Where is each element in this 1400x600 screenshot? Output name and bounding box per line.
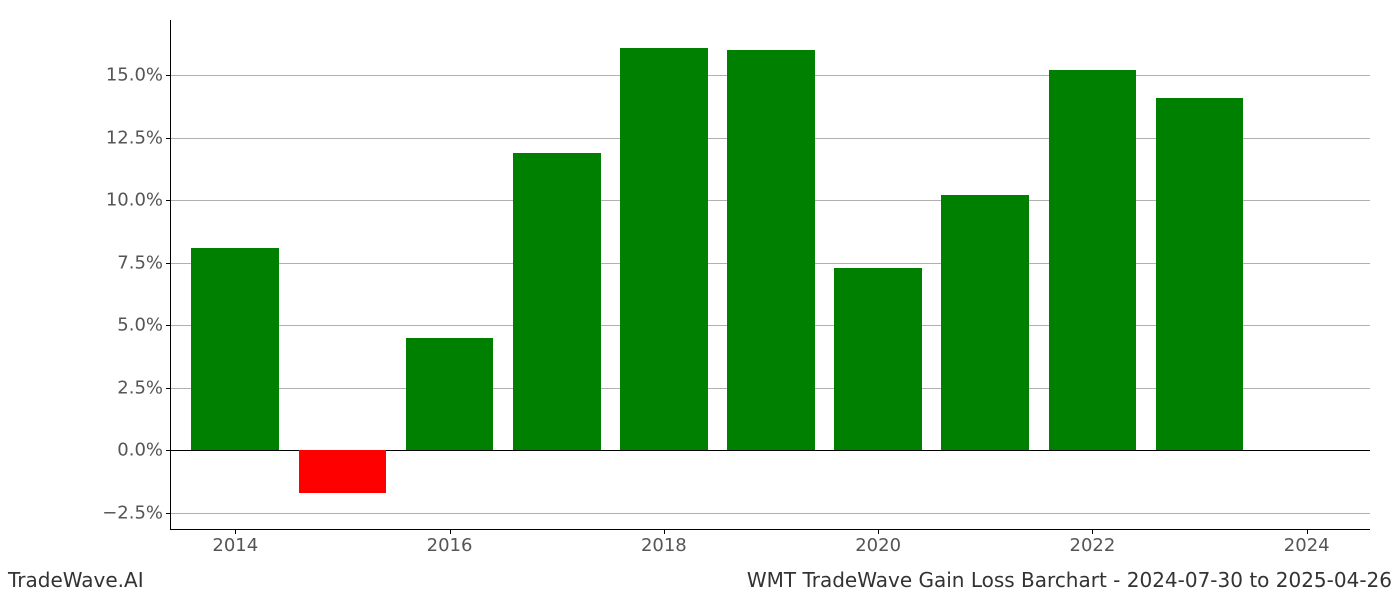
x-tick-label: 2014 (212, 529, 258, 556)
bar (513, 153, 601, 451)
y-tick-label: 10.0% (106, 190, 171, 211)
y-tick-label: 15.0% (106, 65, 171, 86)
y-gridline (171, 513, 1370, 514)
y-tick-label: 7.5% (117, 252, 171, 273)
bar (834, 268, 922, 451)
bar (727, 50, 815, 450)
x-tick-label: 2016 (427, 529, 473, 556)
x-tick-label: 2020 (855, 529, 901, 556)
bar (1049, 70, 1137, 450)
x-tick-label: 2018 (641, 529, 687, 556)
bar (406, 338, 494, 451)
y-tick-label: 0.0% (117, 440, 171, 461)
x-tick-label: 2024 (1284, 529, 1330, 556)
bar (620, 48, 708, 451)
y-tick-label: 2.5% (117, 377, 171, 398)
plot-area: −2.5%0.0%2.5%5.0%7.5%10.0%12.5%15.0%2014… (170, 20, 1370, 530)
y-tick-label: 5.0% (117, 315, 171, 336)
bar (941, 195, 1029, 450)
y-tick-label: −2.5% (102, 502, 171, 523)
x-tick-label: 2022 (1070, 529, 1116, 556)
bar (299, 450, 387, 493)
bar (191, 248, 279, 451)
footer-right-text: WMT TradeWave Gain Loss Barchart - 2024-… (747, 568, 1392, 592)
y-tick-label: 12.5% (106, 127, 171, 148)
footer-left-text: TradeWave.AI (8, 568, 144, 592)
bar (1156, 98, 1244, 451)
